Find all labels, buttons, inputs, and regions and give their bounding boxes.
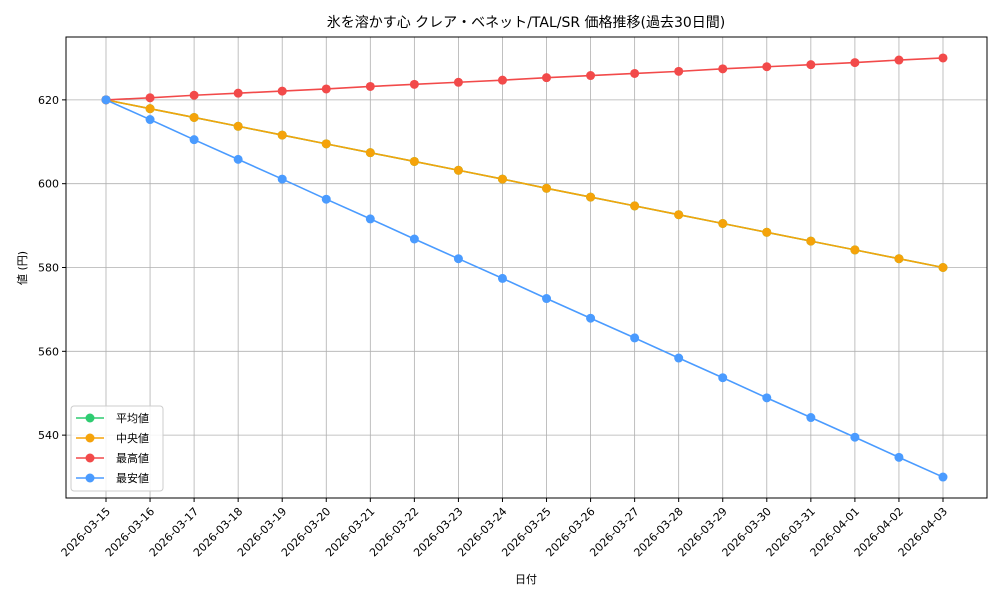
data-point	[189, 112, 199, 122]
data-point	[409, 234, 419, 244]
legend-label: 平均値	[116, 412, 149, 425]
data-point	[718, 218, 728, 228]
chart-title: 氷を溶かす心 クレア・ベネット/TAL/SR 価格推移(過去30日間)	[327, 15, 726, 31]
data-point	[542, 73, 552, 83]
data-point	[409, 156, 419, 166]
data-point	[674, 66, 684, 76]
x-axis-label: 日付	[515, 573, 537, 586]
data-point	[762, 393, 772, 403]
data-point	[497, 75, 507, 85]
data-point	[586, 192, 596, 202]
data-point	[453, 165, 463, 175]
data-point	[806, 236, 816, 246]
data-point	[277, 130, 287, 140]
x-axis: 2026-03-152026-03-162026-03-172026-03-18…	[59, 498, 950, 559]
plot-frame	[65, 36, 988, 499]
data-point	[806, 413, 816, 423]
series-最高値	[101, 53, 948, 105]
data-point	[718, 373, 728, 383]
y-tick-label: 620	[38, 94, 59, 107]
y-tick-label: 600	[38, 178, 59, 191]
y-axis-label: 値 (円)	[16, 251, 29, 285]
data-point	[630, 201, 640, 211]
y-tick-label: 560	[38, 345, 59, 358]
data-point	[365, 148, 375, 158]
data-point	[762, 62, 772, 72]
data-point	[365, 81, 375, 91]
data-point	[762, 227, 772, 237]
y-axis: 540 560 580 600 620	[38, 94, 66, 442]
series-line	[105, 57, 944, 101]
series-lines	[101, 53, 948, 482]
data-point	[233, 88, 243, 98]
legend-label: 中央値	[116, 432, 149, 445]
data-point	[938, 472, 948, 482]
data-point	[497, 273, 507, 283]
data-point	[894, 452, 904, 462]
y-tick-label: 580	[38, 262, 59, 275]
data-point	[145, 104, 155, 114]
data-point	[586, 71, 596, 81]
data-point	[365, 214, 375, 224]
data-point	[586, 313, 596, 323]
series-line	[105, 99, 944, 478]
data-point	[894, 55, 904, 65]
data-point	[718, 64, 728, 74]
data-point	[453, 254, 463, 264]
grid-lines	[66, 37, 987, 498]
data-point	[938, 263, 948, 272]
legend-label: 最高値	[116, 451, 149, 465]
series-最安値	[101, 95, 948, 482]
data-point	[674, 353, 684, 363]
data-point	[277, 86, 287, 96]
data-point	[145, 93, 155, 103]
data-point	[453, 77, 463, 87]
data-point	[542, 294, 552, 304]
data-point	[630, 333, 640, 343]
data-point	[145, 115, 155, 125]
data-point	[850, 432, 860, 442]
data-point	[542, 183, 552, 193]
data-point	[233, 121, 243, 131]
data-point	[850, 245, 860, 255]
data-point	[321, 84, 331, 94]
legend-marker	[85, 413, 95, 423]
series-line	[105, 99, 944, 269]
data-point	[189, 90, 199, 100]
data-point	[321, 139, 331, 149]
legend-marker	[85, 473, 95, 483]
legend-label: 最安値	[116, 471, 149, 485]
series-中央値	[101, 95, 948, 272]
data-point	[101, 95, 111, 105]
data-point	[630, 68, 640, 78]
data-point	[674, 210, 684, 220]
data-point	[497, 174, 507, 184]
y-tick-label: 540	[38, 429, 59, 442]
data-point	[189, 135, 199, 145]
data-point	[409, 79, 419, 89]
data-point	[233, 154, 243, 164]
legend-marker	[85, 433, 95, 443]
data-point	[938, 53, 948, 63]
legend-marker	[85, 453, 95, 463]
data-point	[277, 174, 287, 184]
data-point	[894, 254, 904, 264]
data-point	[806, 60, 816, 70]
data-point	[321, 194, 331, 204]
data-point	[850, 58, 860, 68]
